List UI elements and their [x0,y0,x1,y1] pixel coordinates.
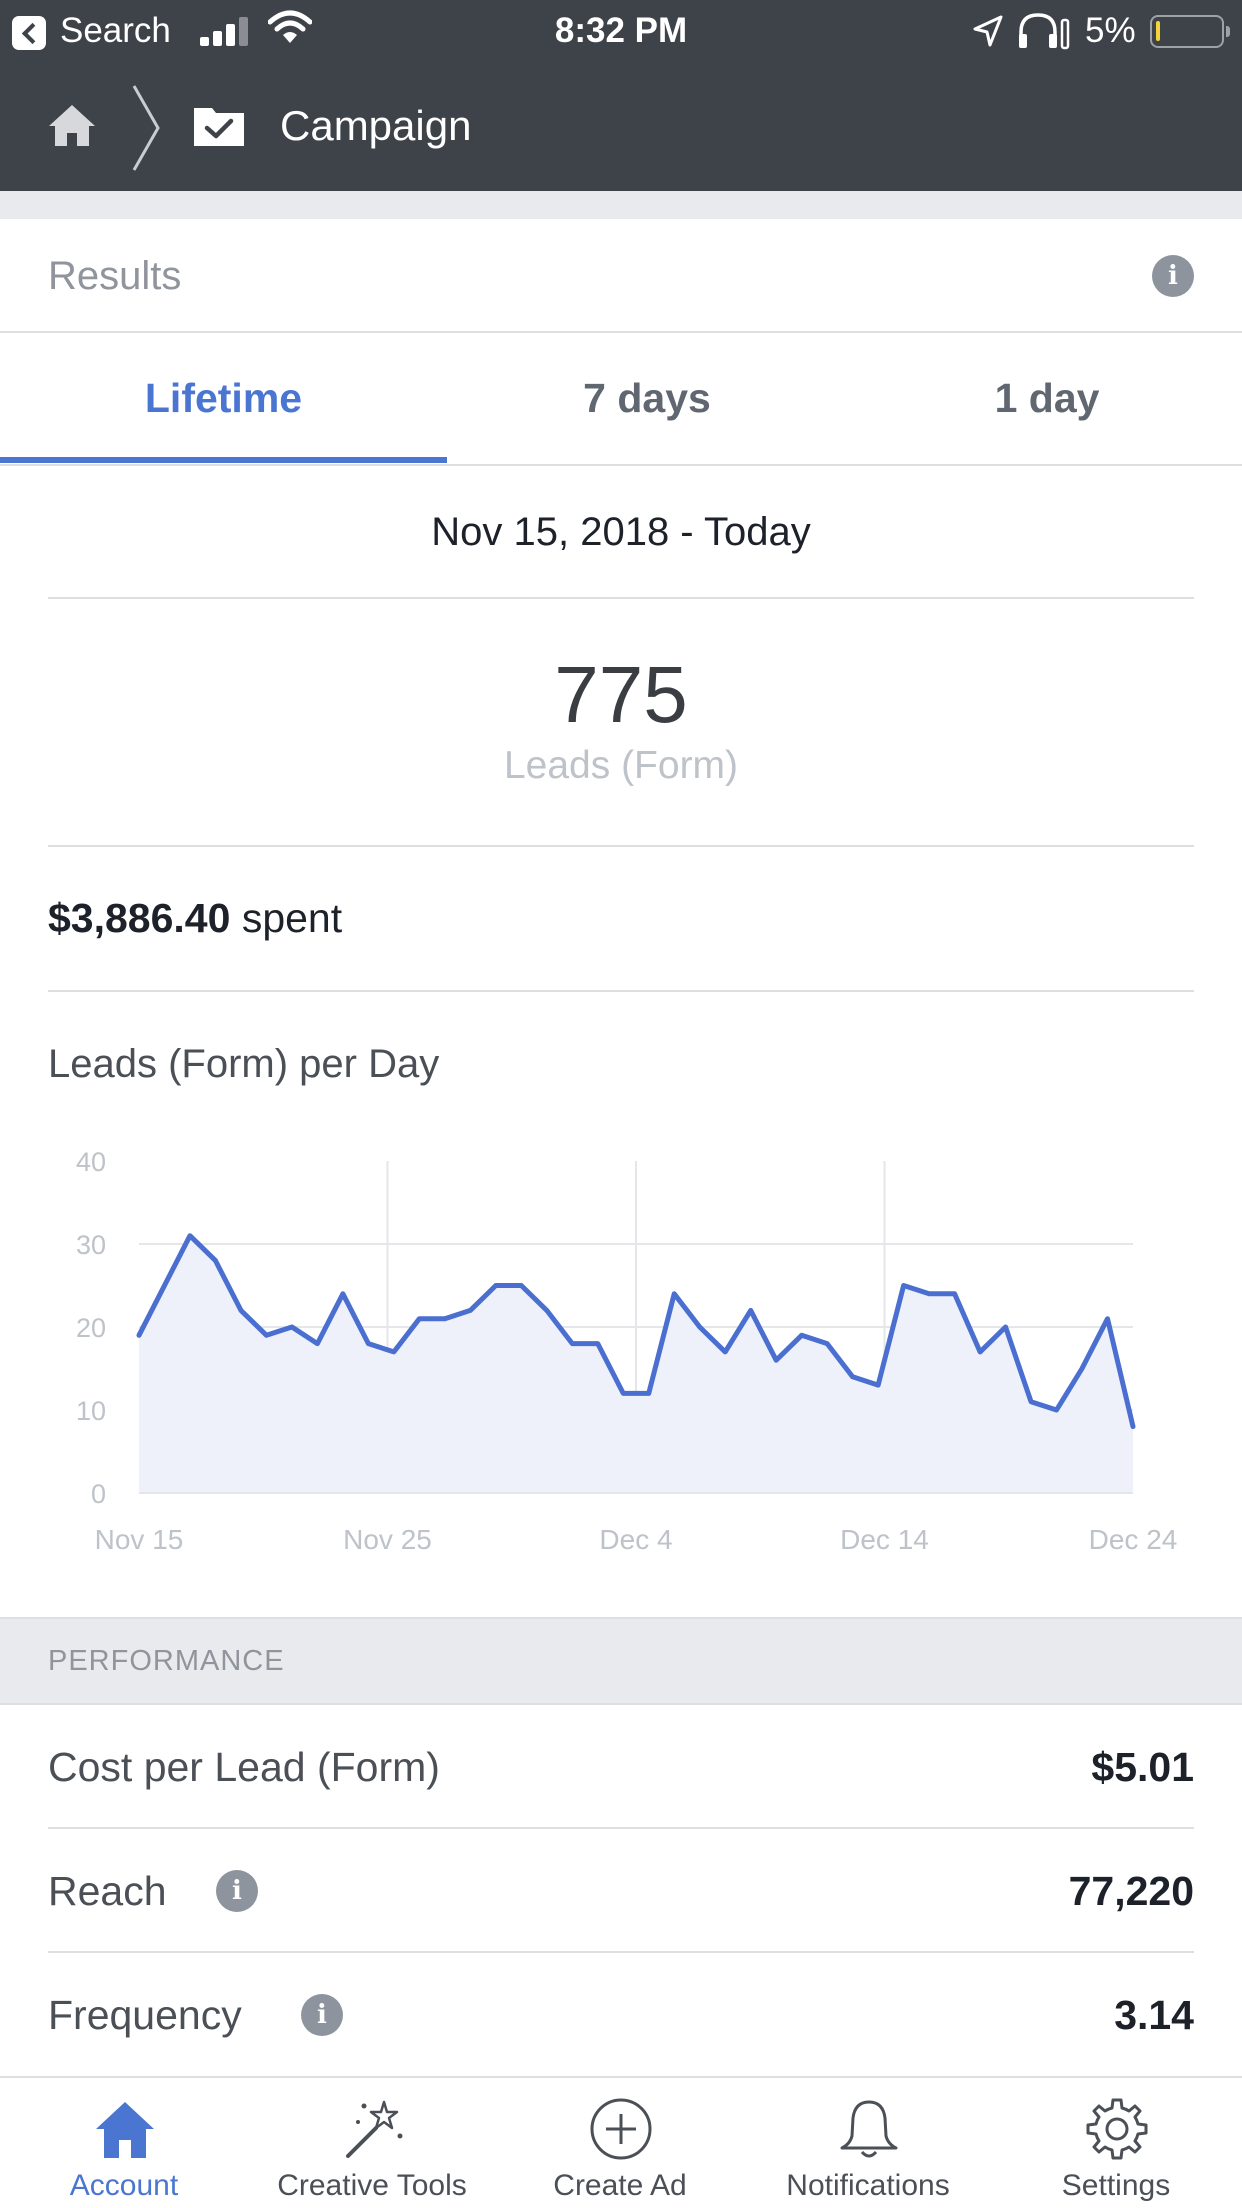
info-icon[interactable]: i [216,1870,258,1912]
metric-row-frequency[interactable]: Frequency i 3.14 [0,1953,1242,2077]
divider [48,845,1194,847]
tabbar-notifications[interactable]: Notifications [744,2078,992,2208]
section-title: PERFORMANCE [48,1645,285,1677]
metric-row-cost-per-lead[interactable]: Cost per Lead (Form) $5.01 [0,1705,1242,1829]
results-title: Results [48,254,182,298]
wifi-icon [268,10,312,43]
divider [48,1951,1194,1953]
x-tick-label: Dec 4 [599,1524,672,1555]
metric-label: Reach [48,1868,167,1914]
tabbar-settings[interactable]: Settings [992,2078,1240,2208]
tabbar-create-ad[interactable]: Create Ad [496,2078,744,2208]
active-tab-indicator [0,457,447,463]
tabbar-label: Creative Tools [277,2169,467,2202]
y-tick-label: 10 [76,1396,106,1426]
leads-per-day-chart: 0 10 20 30 40 Nov 15 Nov 25 Dec 4 Dec 14 Dec 24 [76,1147,1178,1555]
magic-wand-icon [346,2100,403,2158]
metric-value: 3.14 [1114,1992,1194,2038]
location-arrow-icon [973,15,1003,47]
tabbar-label: Notifications [786,2169,950,2202]
chart-title: Leads (Form) per Day [48,1042,440,1086]
signal-icon [200,16,252,46]
status-time: 8:32 PM [554,11,688,50]
metric-label: Frequency [48,1992,242,2038]
leads-total: 775 [554,650,688,739]
metric-value: 77,220 [1068,1868,1194,1914]
bottom-tab-bar: Account Creative Tools Create Ad Notific… [0,2076,1242,2208]
tabbar-label: Settings [1061,2169,1171,2202]
divider [48,1827,1194,1829]
tab-lifetime[interactable]: Lifetime [144,375,303,421]
info-icon[interactable]: i [301,1994,343,2036]
info-icon[interactable]: i [1152,255,1194,297]
tab-1-day[interactable]: 1 day [994,375,1100,421]
amount-spent-value: $3,886.40 [48,895,231,941]
plus-circle-icon [590,2098,652,2160]
battery-icon [1150,15,1230,48]
page-title: Campaign [280,102,472,149]
x-tick-label: Dec 24 [1089,1524,1178,1555]
x-tick-label: Dec 14 [840,1524,929,1555]
breadcrumb: Campaign [0,62,1242,191]
results-header: Results i [0,219,1242,333]
series-line [136,1233,1136,1430]
amount-spent: $3,886.40 spent [48,888,342,948]
metric-label: Cost per Lead (Form) [48,1744,440,1790]
divider [48,597,1194,599]
y-tick-label: 0 [91,1479,106,1509]
tabbar-account[interactable]: Account [0,2078,248,2208]
y-tick-label: 30 [76,1230,106,1260]
time-range-tabs: Lifetime 7 days 1 day [0,333,1242,466]
leads-total-label: Leads (Form) [503,744,739,787]
series-area [139,1235,1133,1493]
tab-7-days[interactable]: 7 days [583,375,711,421]
amount-spent-suffix: spent [241,895,343,941]
x-tick-label: Nov 25 [343,1524,432,1555]
headphones-icon [1019,13,1070,50]
gear-icon [1086,2098,1148,2160]
top-bar: Search 8:32 PM 5% [0,0,1242,191]
header-separator [0,191,1242,219]
date-range: Nov 15, 2018 - Today [431,510,811,554]
chevron-right-icon [132,85,160,171]
metric-row-reach[interactable]: Reach i 77,220 [0,1829,1242,1953]
bell-icon [840,2100,898,2158]
divider [48,990,1194,992]
y-tick-label: 20 [76,1313,106,1343]
metric-value: $5.01 [1091,1744,1194,1790]
home-icon[interactable] [47,102,97,148]
campaign-folder-icon [194,108,244,146]
x-tick-label: Nov 15 [95,1524,184,1555]
home-icon [96,2102,154,2158]
y-tick-label: 40 [76,1147,106,1177]
tabbar-label: Account [69,2169,179,2202]
tabbar-creative-tools[interactable]: Creative Tools [248,2078,496,2208]
status-back-label[interactable]: Search [60,11,171,50]
battery-percent: 5% [1085,11,1136,50]
status-bar: Search 8:32 PM 5% [0,0,1242,62]
tabbar-label: Create Ad [553,2169,687,2202]
back-chip-icon[interactable] [12,16,46,50]
performance-section-header: PERFORMANCE [0,1617,1242,1705]
